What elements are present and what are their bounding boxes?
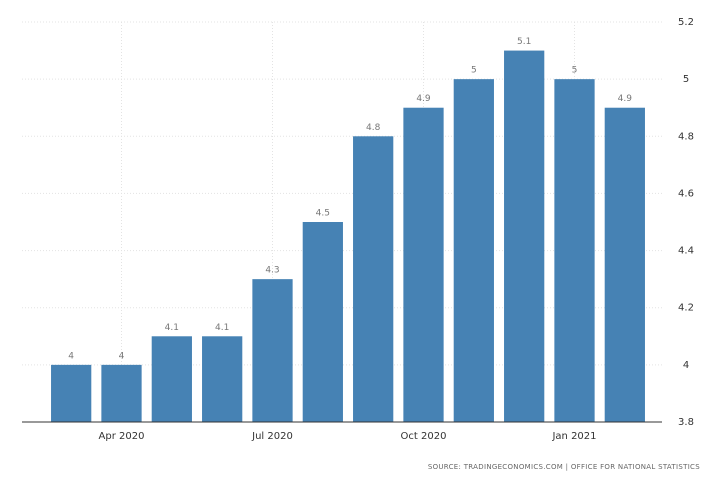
- y-tick-label: 4.8: [678, 131, 694, 142]
- x-tick-label: Oct 2020: [401, 431, 447, 442]
- value-label: 5: [471, 66, 477, 76]
- value-label: 4: [68, 351, 74, 361]
- y-tick-label: 4: [683, 360, 689, 371]
- value-label: 4.9: [416, 94, 431, 104]
- value-label: 4.5: [316, 209, 330, 219]
- value-label: 4: [119, 351, 125, 361]
- y-tick-label: 5: [683, 74, 689, 85]
- x-tick-label: Jan 2021: [551, 431, 596, 442]
- value-label: 4.1: [165, 323, 179, 333]
- bar: [403, 107, 444, 422]
- y-tick-label: 4.2: [678, 303, 694, 314]
- bar: [604, 107, 645, 422]
- value-label: 4.8: [366, 123, 381, 133]
- value-label: 5.1: [517, 37, 531, 47]
- y-tick-label: 4.6: [678, 188, 694, 199]
- bar: [151, 336, 192, 422]
- value-label: 4.1: [215, 323, 229, 333]
- bar: [51, 364, 92, 422]
- bar: [554, 79, 595, 423]
- value-label: 4.9: [618, 94, 633, 104]
- bar: [302, 222, 343, 422]
- y-tick-label: 4.4: [678, 246, 694, 257]
- bar: [101, 364, 142, 422]
- bar: [504, 50, 545, 422]
- value-label: 5: [572, 66, 578, 76]
- bar: [353, 136, 394, 423]
- x-tick-label: Apr 2020: [99, 431, 145, 442]
- y-tick-label: 5.2: [678, 17, 694, 28]
- y-tick-label: 3.8: [678, 417, 694, 428]
- source-note: SOURCE: TRADINGECONOMICS.COM | OFFICE FO…: [428, 463, 700, 471]
- x-tick-label: Jul 2020: [251, 431, 293, 442]
- value-label: 4.3: [265, 266, 279, 276]
- bar: [453, 79, 494, 423]
- bar: [202, 336, 243, 422]
- bar: [252, 279, 293, 422]
